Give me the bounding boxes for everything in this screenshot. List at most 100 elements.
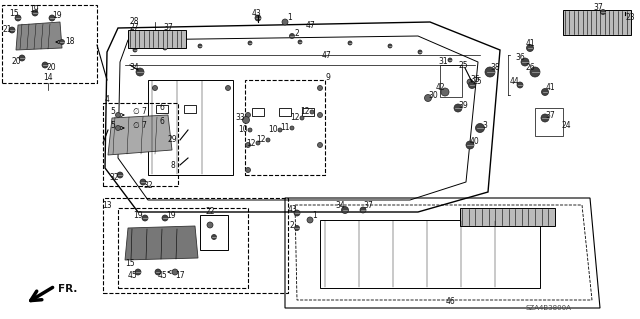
Circle shape	[307, 217, 313, 223]
Text: 12: 12	[256, 136, 266, 145]
Circle shape	[600, 10, 605, 14]
Circle shape	[172, 269, 178, 275]
Circle shape	[541, 88, 548, 95]
Text: 41: 41	[525, 39, 535, 48]
Bar	[184, 105, 196, 113]
Circle shape	[530, 67, 540, 77]
Text: SZA4B3800A: SZA4B3800A	[525, 305, 571, 311]
Text: FR.: FR.	[58, 284, 77, 294]
Text: 29: 29	[167, 136, 177, 145]
Text: 23: 23	[625, 13, 635, 23]
Circle shape	[115, 113, 120, 117]
Text: 12: 12	[246, 138, 256, 147]
Text: 47: 47	[322, 50, 332, 60]
Circle shape	[476, 123, 484, 132]
Circle shape	[115, 125, 120, 130]
Text: 36: 36	[515, 54, 525, 63]
Bar	[279, 108, 291, 116]
Text: 35: 35	[470, 75, 480, 84]
Text: 44: 44	[510, 78, 520, 86]
Text: 10: 10	[268, 125, 278, 135]
Text: 19: 19	[29, 4, 39, 13]
Circle shape	[310, 110, 314, 114]
Circle shape	[117, 172, 123, 178]
Text: 4: 4	[104, 95, 109, 105]
Text: 46: 46	[445, 298, 455, 307]
Circle shape	[298, 40, 302, 44]
Text: 8: 8	[171, 160, 175, 169]
Circle shape	[360, 207, 366, 213]
Text: 12: 12	[291, 114, 300, 122]
Text: 2: 2	[294, 28, 300, 38]
Circle shape	[248, 128, 252, 132]
Polygon shape	[108, 115, 172, 155]
Circle shape	[424, 94, 431, 101]
Text: 24: 24	[561, 121, 571, 130]
Circle shape	[211, 234, 216, 240]
Circle shape	[42, 62, 48, 68]
Circle shape	[142, 215, 148, 221]
Text: 37: 37	[363, 202, 373, 211]
Bar	[320, 220, 540, 288]
Bar	[440, 65, 462, 97]
Text: 27: 27	[130, 23, 140, 32]
Circle shape	[246, 113, 250, 117]
Text: 1: 1	[287, 13, 292, 23]
Circle shape	[49, 15, 55, 21]
Bar	[128, 30, 186, 48]
Bar	[118, 208, 248, 288]
Circle shape	[289, 33, 294, 39]
Circle shape	[317, 143, 323, 147]
Circle shape	[294, 226, 300, 231]
Text: 15: 15	[125, 258, 135, 268]
Circle shape	[466, 141, 474, 149]
Circle shape	[155, 269, 161, 275]
Text: 11: 11	[280, 123, 290, 132]
Text: 3: 3	[483, 121, 488, 130]
Circle shape	[448, 58, 452, 62]
Text: 21: 21	[3, 26, 12, 34]
Circle shape	[256, 141, 260, 145]
Circle shape	[207, 222, 213, 228]
Bar	[103, 198, 288, 293]
Circle shape	[198, 44, 202, 48]
Text: 28: 28	[130, 18, 140, 26]
Text: 37: 37	[545, 110, 555, 120]
Text: 34: 34	[129, 63, 139, 72]
Text: 18: 18	[65, 38, 75, 47]
Text: 19: 19	[133, 211, 143, 219]
Circle shape	[140, 179, 146, 185]
Bar	[302, 108, 314, 116]
Text: 6: 6	[159, 102, 164, 112]
Circle shape	[136, 68, 144, 76]
Circle shape	[163, 46, 167, 50]
Text: 12: 12	[300, 108, 310, 116]
Circle shape	[246, 143, 250, 147]
Text: ∅ 7: ∅ 7	[133, 121, 147, 130]
Circle shape	[418, 50, 422, 54]
Polygon shape	[125, 226, 198, 260]
Circle shape	[266, 138, 270, 142]
Text: 25: 25	[458, 61, 468, 70]
Text: 32: 32	[143, 181, 153, 189]
Text: 43: 43	[287, 204, 297, 213]
Bar	[245, 80, 325, 175]
Text: 2: 2	[290, 220, 294, 229]
Circle shape	[133, 48, 137, 52]
Text: 13: 13	[102, 201, 112, 210]
Circle shape	[342, 206, 349, 213]
Text: 45: 45	[157, 271, 167, 280]
Text: 10: 10	[238, 125, 248, 135]
Text: 40: 40	[470, 137, 480, 146]
Text: 34: 34	[335, 202, 345, 211]
Text: 25: 25	[472, 78, 482, 86]
Circle shape	[348, 41, 352, 45]
Text: 17: 17	[175, 271, 185, 280]
Bar	[148, 80, 233, 175]
Circle shape	[32, 10, 38, 16]
Bar	[156, 105, 168, 113]
Circle shape	[317, 85, 323, 91]
Bar	[535, 108, 563, 136]
Text: 9: 9	[326, 73, 330, 83]
Text: 14: 14	[43, 73, 53, 83]
